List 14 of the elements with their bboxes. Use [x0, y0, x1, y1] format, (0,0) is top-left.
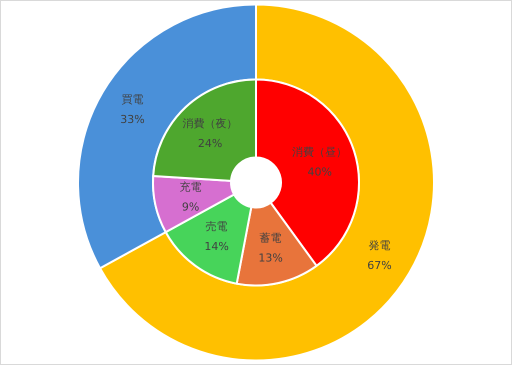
slice-label: 消費（夜） [182, 117, 238, 130]
data-label: 24% [198, 137, 222, 150]
data-label: 40% [307, 165, 332, 178]
slice-label: 売電 [206, 220, 228, 234]
slice-label: 買電 [121, 92, 144, 106]
data-label: 13% [258, 251, 283, 264]
data-label: 9% [182, 200, 200, 214]
data-label: 67% [367, 259, 392, 272]
data-label: 14% [204, 240, 229, 254]
slice-label: 消費（昼） [292, 145, 348, 158]
data-label: 33% [120, 112, 145, 126]
slice-label: 蓄電 [260, 231, 282, 244]
slice-label: 充電 [180, 180, 202, 194]
slice-label: 発電 [368, 239, 391, 252]
